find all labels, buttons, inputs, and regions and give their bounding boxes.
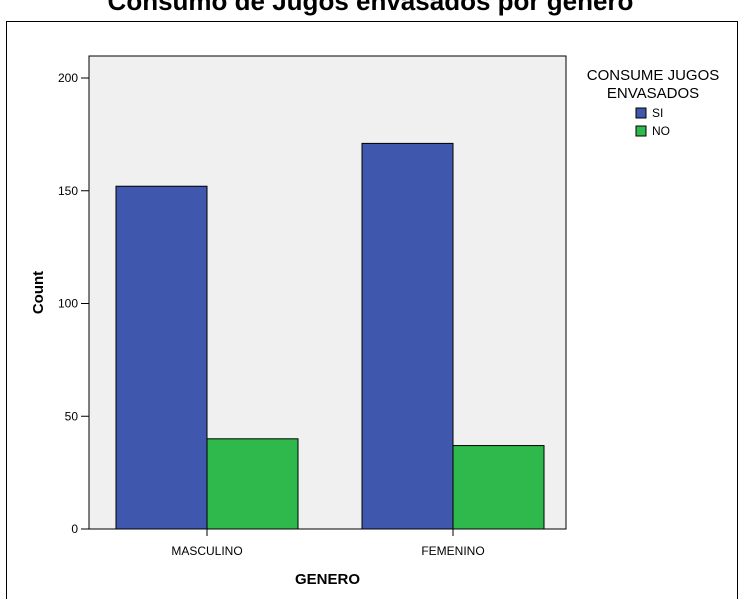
legend-label-si: SI (652, 106, 663, 120)
x-tick-label: MASCULINO (171, 544, 242, 558)
legend-title: CONSUME JUGOS (587, 67, 720, 84)
bar-no-femenino (452, 445, 545, 530)
legend-swatch-si (635, 107, 647, 119)
x-tick-label: FEMENINO (421, 544, 484, 558)
y-tick-label: 150 (58, 184, 78, 198)
x-axis-title: GENERO (295, 571, 360, 588)
legend-title: ENVASADOS (607, 85, 699, 102)
legend-swatch-no (635, 125, 647, 137)
y-tick-label: 200 (58, 71, 78, 85)
chart-title: Consumo de Jugos envasados por genero (107, 0, 634, 16)
y-tick-label: 100 (58, 297, 78, 311)
bar-si-masculino (115, 185, 208, 530)
bar-si-femenino (361, 142, 454, 530)
y-axis-ticks: 0 50 100 150 200 (58, 71, 89, 536)
chart-frame (6, 21, 738, 599)
y-axis-title: Count (30, 271, 47, 314)
legend-label-no: NO (652, 124, 670, 138)
y-tick-label: 0 (71, 522, 78, 536)
bar-no-masculino (206, 438, 299, 530)
x-axis-ticks: MASCULINO FEMENINO (171, 529, 485, 558)
y-tick-label: 50 (65, 409, 79, 423)
bars (115, 142, 545, 530)
